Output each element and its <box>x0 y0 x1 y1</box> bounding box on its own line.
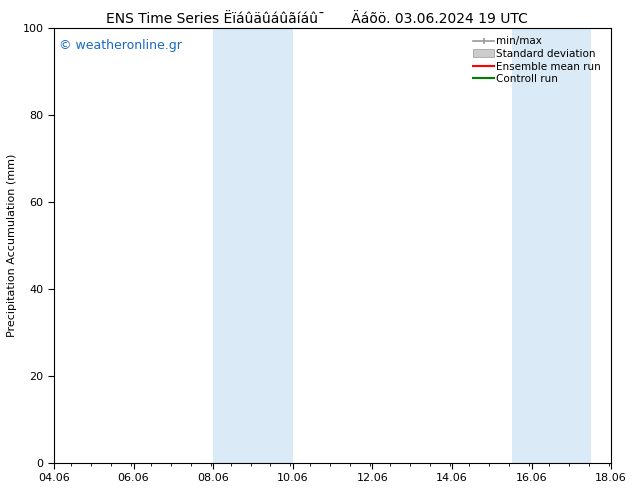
Legend: min/max, Standard deviation, Ensemble mean run, Controll run: min/max, Standard deviation, Ensemble me… <box>470 33 606 87</box>
Bar <box>213 28 293 463</box>
Bar <box>512 28 592 463</box>
Text: © weatheronline.gr: © weatheronline.gr <box>60 39 183 52</box>
Text: ENS Time Series Ëïáûäûáûãíáû¯      Äáõö. 03.06.2024 19 UTC: ENS Time Series Ëïáûäûáûãíáû¯ Äáõö. 03.0… <box>106 12 528 26</box>
Y-axis label: Precipitation Accumulation (mm): Precipitation Accumulation (mm) <box>7 154 17 337</box>
